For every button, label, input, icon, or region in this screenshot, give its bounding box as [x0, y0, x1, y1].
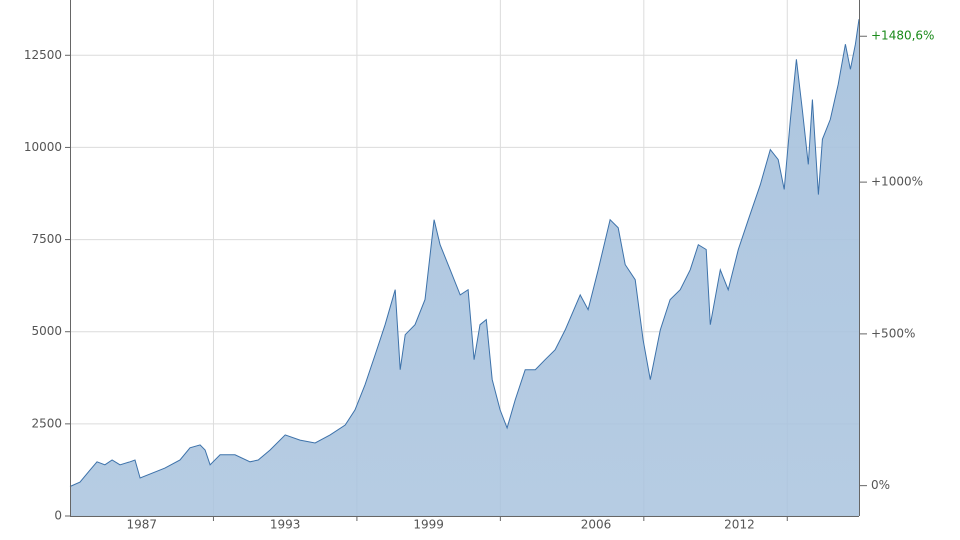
area [70, 19, 859, 516]
y-tick-label: 5000 [31, 324, 62, 338]
x-tick-label: 2012 [724, 518, 755, 532]
y-tick-label: 7500 [31, 232, 62, 246]
x-tick-label: 2006 [581, 518, 612, 532]
x-tick-label: 1993 [270, 518, 301, 532]
x-tick-label: 1999 [413, 518, 444, 532]
y2-tick-label: +1000% [871, 175, 923, 189]
y-tick-label: 0 [54, 509, 62, 523]
y-tick-label: 12500 [24, 48, 62, 62]
x-tick-label: 1987 [126, 518, 157, 532]
y-tick-label: 2500 [31, 416, 62, 430]
y2-tick-label: 0% [871, 478, 890, 492]
last-value-label: +1480,6% [871, 29, 934, 43]
y-tick-label: 10000 [24, 140, 62, 154]
line [69, 19, 860, 487]
y2-tick-label: +500% [871, 326, 915, 340]
